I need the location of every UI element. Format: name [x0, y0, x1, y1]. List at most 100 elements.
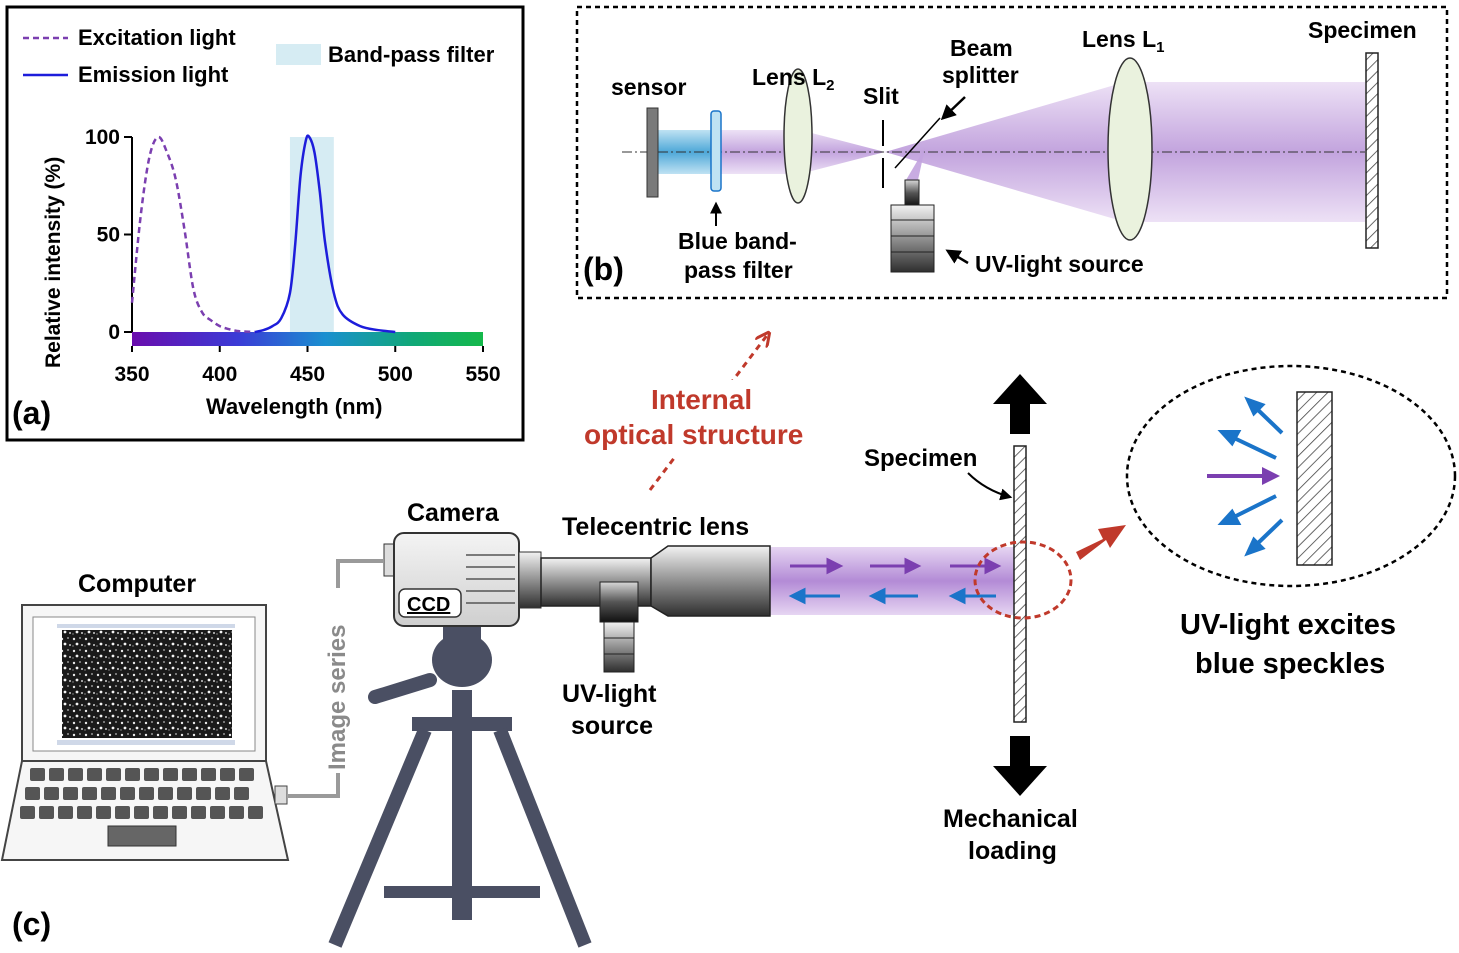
filter-label-1: Blue band-	[678, 228, 797, 254]
x-tick-label: 450	[290, 363, 325, 386]
panel-a-label: (a)	[12, 395, 51, 431]
keyboard-key	[248, 806, 263, 819]
y-tick-label: 100	[85, 126, 120, 149]
keyboard-key	[239, 768, 254, 781]
sensor-label: sensor	[611, 74, 686, 100]
keyboard-key	[234, 787, 249, 800]
lens-l1-label: Lens L1	[1082, 26, 1164, 56]
image-series-bg	[322, 588, 354, 773]
keyboard-key	[25, 787, 40, 800]
excitation-arrows	[790, 557, 1002, 575]
keyboard-key	[106, 768, 121, 781]
uv-source-arrow	[945, 249, 969, 265]
uv-source-c-label-2: source	[571, 712, 653, 740]
keyboard-key	[58, 806, 73, 819]
emission-curve	[254, 134, 396, 334]
ccd-label: CCD	[407, 594, 450, 616]
zoom-detail-ellipse	[1125, 364, 1457, 588]
panel-a: Excitation light Emission light Band-pas…	[5, 5, 525, 442]
zoom-red-arrow	[1076, 525, 1126, 560]
x-tick-label: 400	[202, 363, 237, 386]
panel-b: sensor Lens L2 Slit Beam splitter Lens L…	[575, 5, 1449, 300]
panel-c-label: (c)	[12, 906, 51, 942]
specimen-b	[1365, 52, 1379, 249]
y-tick-label: 50	[97, 224, 120, 247]
keyboard-key	[68, 768, 83, 781]
keyboard-key	[115, 806, 130, 819]
keyboard-key	[77, 806, 92, 819]
x-tick-label: 500	[378, 363, 413, 386]
y-tick-label: 0	[108, 321, 120, 344]
keyboard-key	[101, 787, 116, 800]
legend-bandpass-swatch	[276, 44, 321, 65]
uv-light-source-b	[890, 179, 935, 273]
beam-splitter-arrow	[940, 96, 966, 121]
telecentric-lens	[540, 545, 771, 673]
loading-arrow-down	[993, 736, 1047, 796]
legend-excitation-label: Excitation light	[78, 25, 236, 50]
internal-label-2: optical structure	[584, 419, 803, 450]
keyboard-key	[63, 787, 78, 800]
detail-excitation-arrow	[1207, 467, 1280, 485]
filter-label-2: pass filter	[684, 257, 793, 283]
specimen-c	[1013, 445, 1027, 723]
excitation-curve	[130, 135, 255, 334]
telecentric-label: Telecentric lens	[562, 513, 749, 541]
speckle-image	[62, 630, 232, 738]
zoom-source-circle	[973, 540, 1073, 620]
beam-splitter-label-1: Beam	[950, 35, 1013, 61]
keyboard-key	[144, 768, 159, 781]
specimen-detail	[1296, 391, 1333, 566]
keyboard-key	[163, 768, 178, 781]
keyboard-key	[134, 806, 149, 819]
mechanical-label-1: Mechanical	[943, 805, 1078, 833]
camera-label: Camera	[407, 499, 500, 527]
specimen-pointer	[967, 472, 1013, 501]
keyboard-key	[120, 787, 135, 800]
wavelength-colorbar	[132, 332, 483, 346]
keyboard-key	[87, 768, 102, 781]
ccd-badge	[398, 588, 462, 618]
keyboard-key	[139, 787, 154, 800]
internal-label-bg	[580, 380, 838, 456]
keyboard-key	[229, 806, 244, 819]
mechanical-label-2: loading	[968, 837, 1057, 865]
lens-l2	[783, 68, 813, 204]
laptop	[0, 604, 290, 861]
excites-label-1: UV-light excites	[1180, 609, 1396, 641]
computer-label: Computer	[78, 570, 196, 598]
uv-beam-cone-right	[885, 82, 1140, 222]
x-axis-label: Wavelength (nm)	[206, 394, 382, 419]
tripod	[328, 620, 592, 948]
uv-source-c-label-1: UV-light	[562, 680, 657, 708]
image-series-label: Image series	[324, 625, 351, 770]
keyboard-key	[125, 768, 140, 781]
lens-l1	[1107, 57, 1153, 241]
internal-label-1: Internal	[651, 384, 752, 415]
beam-splitter	[894, 117, 941, 169]
keyboard-key	[49, 768, 64, 781]
keyboard-key	[158, 787, 173, 800]
detail-emission-arrows	[1217, 396, 1284, 557]
x-tick-label: 350	[114, 363, 149, 386]
keyboard-key	[210, 806, 225, 819]
lens-l2-label: Lens L2	[752, 64, 834, 94]
panel-c: Internal optical structure Specimen Mech…	[0, 334, 1457, 948]
loading-arrow-up	[993, 374, 1047, 434]
keyboard-key	[215, 787, 230, 800]
laptop-keyboard	[20, 768, 263, 819]
uv-source-b-label: UV-light source	[975, 251, 1144, 277]
keyboard-key	[153, 806, 168, 819]
legend-emission-label: Emission light	[78, 62, 229, 87]
keyboard-key	[30, 768, 45, 781]
keyboard-key	[172, 806, 187, 819]
keyboard-key	[20, 806, 35, 819]
sensor-plate	[646, 107, 659, 198]
excites-label-2: blue speckles	[1195, 648, 1385, 680]
keyboard-key	[201, 768, 216, 781]
keyboard-key	[182, 768, 197, 781]
camera: CCD	[383, 532, 542, 627]
slit-label: Slit	[863, 83, 899, 109]
